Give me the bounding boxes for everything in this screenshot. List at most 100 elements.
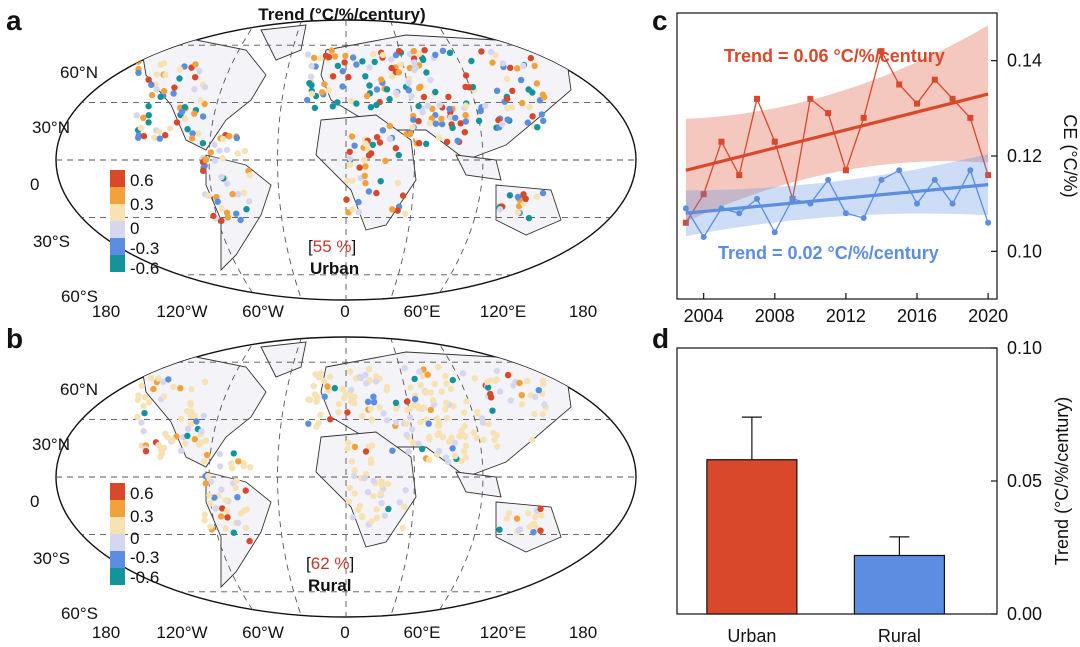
station-dot [373,514,381,521]
station-dot [478,415,486,422]
panel-c: c 0.10 0.12 0.14 2004 2008 2012 2016 202… [652,5,1080,326]
station-dot [234,519,242,527]
lat-label: 30°N [32,118,70,137]
station-dot [364,488,372,496]
data-point [967,167,974,174]
station-dot [408,93,415,100]
legend-swatch [110,483,125,500]
bracket-close: ] [351,237,356,256]
station-dot [191,110,198,117]
lon-labels-b: 180 120°W 60°W 0 60°E 120°E 180 [92,623,597,642]
station-dot [365,366,373,373]
station-dot [386,122,393,130]
legend-label: -0.3 [130,548,159,567]
station-dot [447,385,455,392]
station-dot [493,432,500,439]
station-dot [468,57,475,65]
legend-swatch [110,187,125,204]
station-dot [201,378,209,386]
station-dot [177,385,184,392]
station-dot [188,420,195,427]
station-dot [415,102,422,110]
station-dot [498,121,506,128]
station-dot [411,59,418,66]
station-dot [356,164,363,171]
data-point [718,138,725,145]
ylabel-d: Trend (°C/%/century) [1052,397,1072,566]
station-dot [449,445,456,452]
station-dot [461,409,468,416]
station-dot [184,126,191,133]
station-dot [510,382,517,389]
station-dot [349,514,356,521]
station-dot [378,76,385,83]
graticule-lon [389,337,415,617]
rural-trend-annotation: Trend = 0.02 °C/%/century [718,243,939,263]
station-dot [178,415,185,422]
station-dot [393,89,400,97]
station-dot [478,48,485,55]
station-dot [305,420,312,427]
station-dot [416,368,423,375]
station-dot [142,448,150,455]
station-dot [370,50,377,58]
station-dot [304,51,312,58]
station-dot [505,510,513,517]
station-dot [223,507,231,514]
station-dot [348,386,355,394]
station-dot [135,69,142,77]
legend-label: -0.3 [130,239,159,258]
urban-share: [55 %] [308,237,356,256]
station-dot [514,193,522,201]
station-dot [527,54,534,62]
station-dot [540,93,548,101]
station-dot [147,374,155,382]
data-point [700,234,707,241]
station-dot [223,180,231,187]
map-rural [55,336,637,618]
station-dot [192,74,199,81]
station-dot [462,442,470,449]
station-dot [307,73,315,80]
lon-label: 180 [92,623,120,642]
station-dot [327,373,334,380]
station-dot [473,434,480,441]
south-america [205,471,272,589]
station-dot [362,163,369,170]
map-content [56,20,636,300]
graticule-lon [434,20,484,300]
station-dot [423,69,430,76]
station-dot [310,54,318,61]
lat-label: 30°S [33,549,70,568]
data-point [914,200,920,207]
bracket-open: [ [306,554,311,573]
station-dot [364,398,372,405]
station-dot [242,487,249,494]
station-dot [432,51,439,58]
station-dot [235,458,242,465]
station-dot [339,385,346,393]
station-dot [346,155,354,162]
station-dot [348,458,356,465]
station-dot [214,198,221,205]
station-dot [344,409,351,416]
station-dot [407,130,414,138]
station-dot [385,505,392,513]
station-dot [362,73,369,80]
station-dot [181,104,188,111]
station-dot [538,512,545,519]
station-dot [197,97,204,104]
station-dot [233,477,240,485]
station-dot [383,86,391,93]
station-dot [372,378,380,385]
station-dot [224,514,231,521]
station-dot [504,105,511,112]
station-dot [388,56,395,63]
station-dot [199,167,207,174]
station-dot [403,420,410,427]
station-dot [206,492,213,499]
station-dot [529,113,536,120]
lon-label: 180 [569,302,597,321]
legend-a: 0.6 0.3 0 -0.3 -0.6 [110,170,159,278]
